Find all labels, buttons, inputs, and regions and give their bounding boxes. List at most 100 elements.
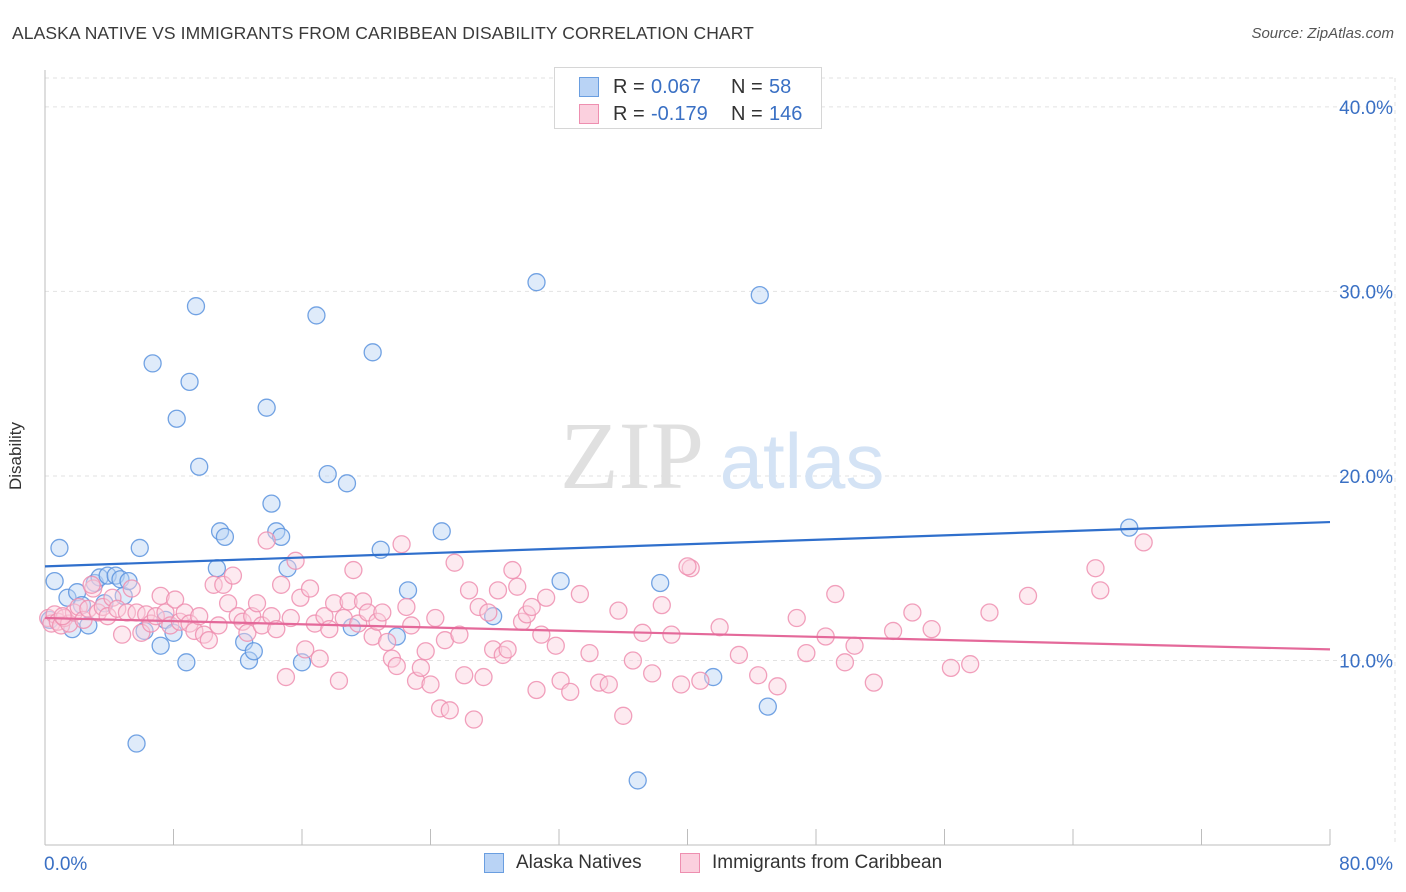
y-tick-label-3: 40.0%	[1339, 98, 1393, 119]
series-1-point-43	[238, 623, 257, 642]
series-0-point-17	[143, 354, 162, 373]
series-1-point-28	[165, 590, 185, 609]
series-0-point-31	[244, 642, 263, 661]
series-1-point-97	[498, 640, 517, 659]
series-0-point-44	[387, 627, 406, 646]
series-1-point-96	[493, 645, 512, 665]
series-0-point-25	[190, 457, 209, 476]
series-0-point-42	[363, 343, 382, 362]
series-1-point-89	[459, 581, 479, 600]
series-0-point-24	[186, 297, 206, 316]
series-1-point-37	[209, 616, 228, 635]
r-value: -0.179	[651, 102, 708, 125]
series-1-point-123	[710, 618, 729, 637]
series-0-point-46	[432, 522, 451, 541]
legend-swatch-caribbean	[579, 104, 599, 124]
r-value: 0.067	[651, 75, 702, 98]
trend-line-0	[44, 520, 1331, 568]
series-1-point-82	[426, 608, 445, 628]
series-1-point-135	[903, 603, 922, 622]
series-1-point-76	[397, 597, 416, 617]
series-1-point-127	[787, 608, 806, 628]
series-1-point-36	[204, 575, 223, 594]
series-0-point-21	[167, 409, 186, 428]
series-legend: Alaska Natives Immigrants from Caribbean	[0, 850, 1406, 878]
series-1-point-15	[103, 588, 122, 607]
legend-row-caribbean: R = -0.179 N = 146	[579, 101, 802, 127]
series-1-point-139	[980, 603, 999, 622]
series-1-point-125	[749, 666, 768, 685]
series-1-point-74	[387, 656, 406, 676]
series-0-point-23	[180, 372, 199, 391]
series-1-point-81	[421, 675, 440, 694]
series-1-point-99	[508, 577, 527, 596]
series-0-point-26	[207, 559, 227, 578]
series-0-point-15	[130, 538, 149, 558]
data-points	[39, 273, 1153, 790]
trend-lines	[44, 520, 1331, 651]
series-1-point-64	[339, 592, 358, 611]
watermark-zip: ZIP	[560, 402, 704, 509]
series-1-point-54	[291, 588, 310, 607]
legend-label-alaska: Alaska Natives	[516, 852, 642, 873]
series-1-point-142	[1091, 581, 1110, 600]
series-1-point-108	[561, 682, 580, 701]
series-0-point-53	[750, 285, 769, 305]
series-1-point-121	[681, 559, 700, 578]
series-1-point-38	[214, 575, 233, 594]
series-1-point-58	[310, 649, 329, 668]
series-0-point-39	[318, 464, 337, 484]
n-label: N =	[731, 75, 763, 98]
series-0-point-51	[651, 573, 670, 593]
series-1-point-33	[190, 607, 209, 626]
series-0-point-27	[210, 522, 230, 541]
series-1-point-7	[64, 603, 84, 622]
series-1-point-34	[194, 625, 214, 644]
series-1-point-39	[218, 594, 238, 613]
series-1-point-85	[440, 701, 459, 720]
series-1-point-128	[797, 643, 816, 663]
series-1-point-87	[450, 625, 469, 644]
series-1-point-72	[377, 632, 397, 652]
y-tick-label-0: 10.0%	[1339, 651, 1393, 672]
series-0-point-32	[257, 398, 276, 417]
series-1-point-124	[729, 645, 749, 665]
series-1-point-86	[445, 553, 464, 572]
y-tick-label-1: 20.0%	[1339, 467, 1393, 488]
series-1-point-94	[483, 640, 503, 659]
series-1-point-21	[132, 623, 151, 642]
series-1-point-112	[599, 675, 618, 694]
series-0-point-54	[758, 697, 777, 716]
series-1-point-115	[623, 651, 643, 670]
series-0-point-45	[398, 581, 418, 600]
series-1-point-117	[643, 664, 662, 683]
series-1-point-91	[469, 597, 488, 617]
series-1-point-67	[353, 592, 373, 611]
series-0-point-48	[527, 273, 546, 292]
x-tick-label-min: 0.0%	[44, 854, 87, 875]
series-1-point-104	[532, 625, 551, 644]
source-label: Source: ZipAtlas.com	[1251, 25, 1394, 42]
correlation-legend: R = 0.067 N = 58 R = -0.179 N = 146	[554, 67, 822, 129]
series-1-point-138	[961, 655, 980, 674]
series-1-point-93	[479, 603, 498, 622]
legend-swatch-caribbean	[680, 853, 700, 873]
series-1-point-53	[286, 551, 305, 570]
series-1-point-109	[570, 584, 590, 604]
series-1-point-110	[580, 643, 599, 663]
series-1-point-52	[281, 608, 300, 628]
series-1-point-145	[82, 575, 101, 594]
series-1-point-143	[1134, 533, 1153, 552]
series-1-point-51	[276, 667, 296, 687]
series-1-point-137	[941, 658, 961, 678]
series-1-point-25	[151, 586, 170, 606]
series-1-point-47	[257, 531, 276, 550]
series-1-point-140	[1018, 586, 1038, 606]
series-1-point-90	[464, 710, 484, 729]
series-1-point-102	[522, 597, 541, 617]
series-1-point-131	[835, 653, 855, 672]
series-1-point-106	[546, 636, 565, 655]
series-1-point-62	[329, 671, 349, 690]
n-value: 146	[769, 102, 803, 125]
